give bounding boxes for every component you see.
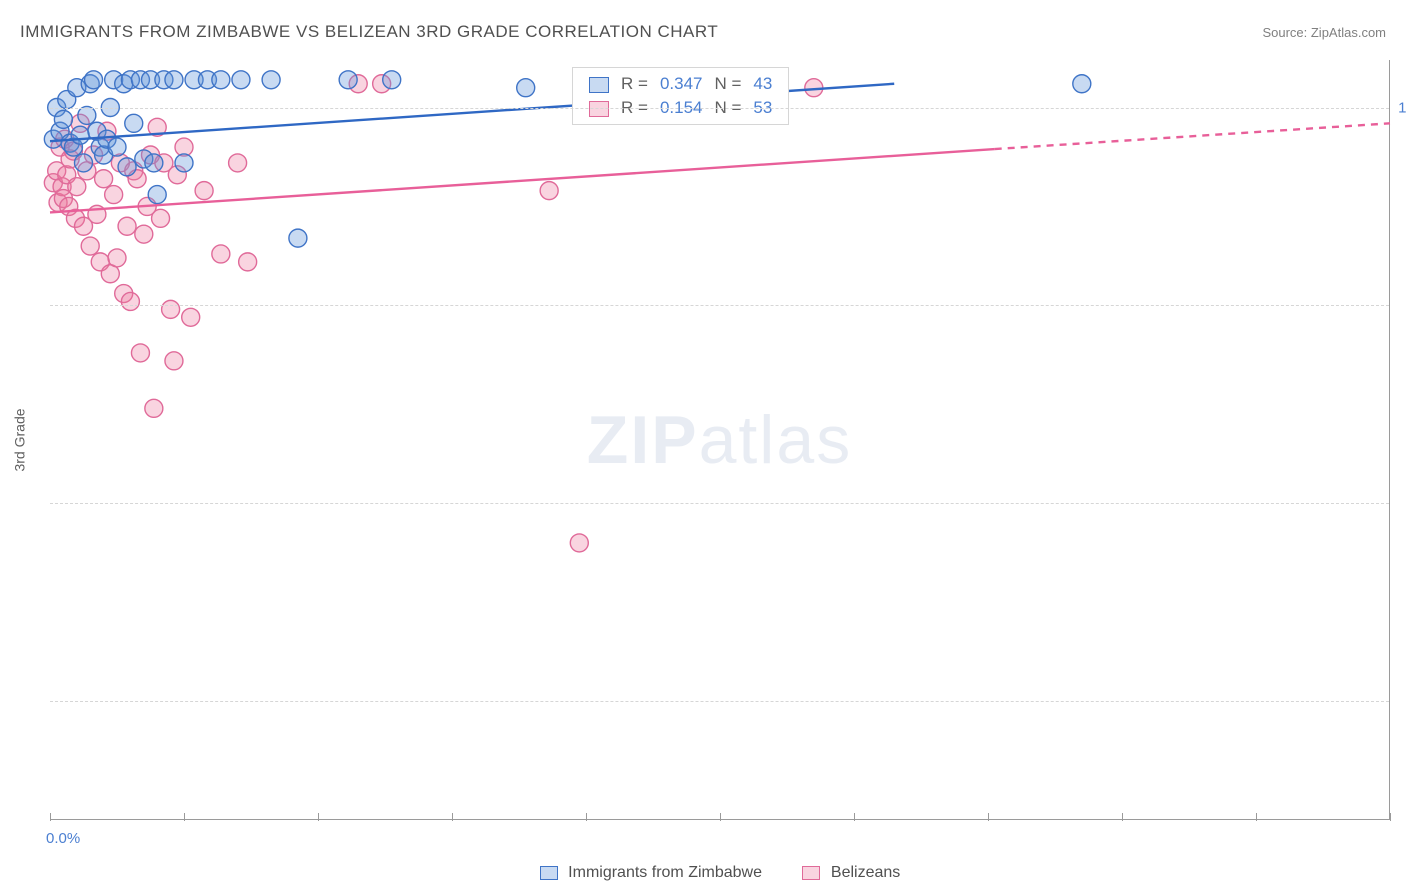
legend-row-zimbabwe: R =0.347 N =43 [583,72,778,96]
legend-label-belizeans: Belizeans [831,864,900,881]
plot-area: ZIPatlas R =0.347 N =43 R =0.154 N =53 8… [50,60,1390,820]
swatch-zimbabwe-icon [540,866,558,880]
y-tick-label: 100.0% [1398,99,1406,116]
stats-legend: R =0.347 N =43 R =0.154 N =53 [572,67,789,125]
y-axis-label: 3rd Grade [12,408,28,471]
bottom-legend: Immigrants from Zimbabwe Belizeans [50,864,1390,882]
swatch-belizeans-icon [802,866,820,880]
swatch-zimbabwe [589,77,609,93]
swatch-belizeans [589,101,609,117]
legend-label-zimbabwe: Immigrants from Zimbabwe [568,864,762,881]
x-min-label: 0.0% [46,830,80,847]
chart-title: IMMIGRANTS FROM ZIMBABWE VS BELIZEAN 3RD… [20,22,718,42]
chart-svg [50,60,1389,819]
source-label: Source: ZipAtlas.com [1262,25,1386,40]
